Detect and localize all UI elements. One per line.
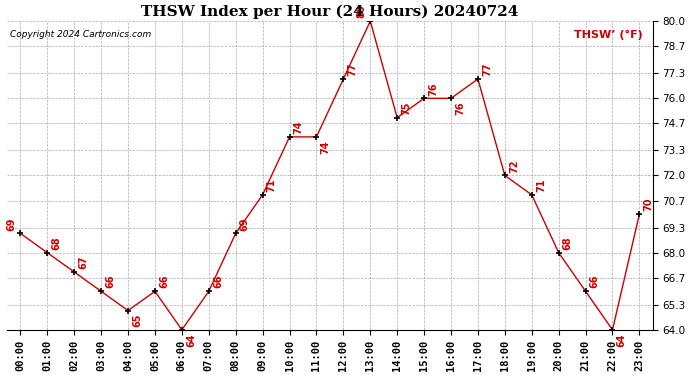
- Text: 66: 66: [106, 275, 115, 288]
- Text: 67: 67: [79, 256, 88, 269]
- Text: 80: 80: [356, 5, 366, 18]
- Text: Copyright 2024 Cartronics.com: Copyright 2024 Cartronics.com: [10, 30, 151, 39]
- Title: THSW Index per Hour (24 Hours) 20240724: THSW Index per Hour (24 Hours) 20240724: [141, 4, 519, 18]
- Text: 76: 76: [428, 82, 438, 96]
- Text: 77: 77: [482, 63, 492, 76]
- Text: 70: 70: [644, 198, 653, 211]
- Text: 74: 74: [294, 121, 304, 134]
- Text: 68: 68: [52, 236, 61, 250]
- Text: 71: 71: [267, 178, 277, 192]
- Text: 76: 76: [455, 102, 465, 115]
- Text: 71: 71: [536, 178, 546, 192]
- Text: 74: 74: [321, 140, 331, 153]
- Text: 66: 66: [213, 275, 223, 288]
- Text: 68: 68: [563, 236, 573, 250]
- Text: 65: 65: [132, 314, 142, 327]
- Text: 72: 72: [509, 159, 519, 173]
- Text: 66: 66: [590, 275, 600, 288]
- Text: 77: 77: [348, 63, 357, 76]
- Text: 69: 69: [6, 217, 17, 231]
- Text: 69: 69: [240, 217, 250, 231]
- Text: 64: 64: [617, 333, 627, 346]
- Text: 66: 66: [159, 275, 169, 288]
- Text: 75: 75: [402, 101, 411, 115]
- Text: THSW’ (°F): THSW’ (°F): [574, 30, 643, 40]
- Text: 64: 64: [186, 333, 196, 346]
